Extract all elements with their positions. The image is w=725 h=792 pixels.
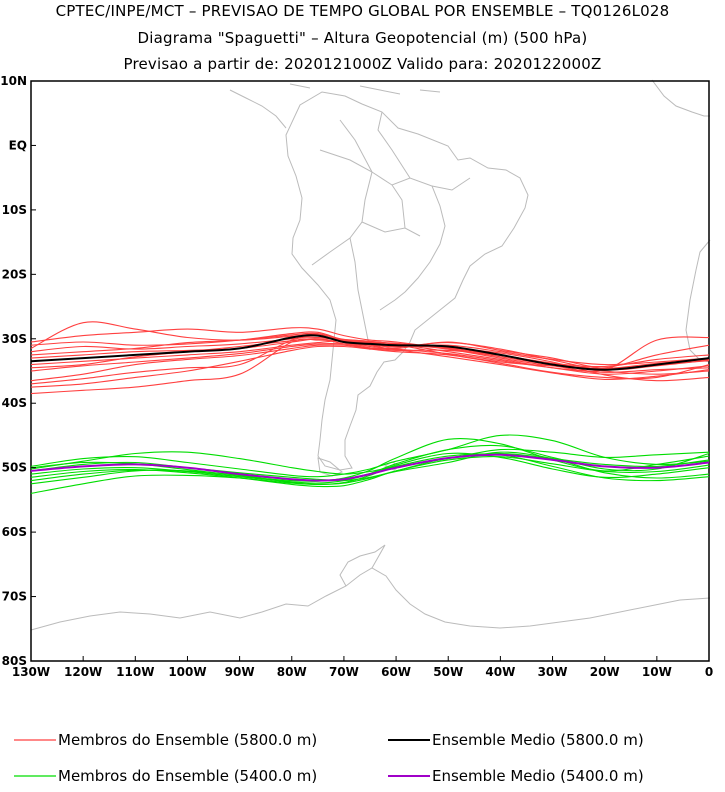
x-tick-label: 90W — [225, 665, 255, 679]
series-member-members-5800-8 — [30, 327, 710, 372]
legend-item-members-5800: Membros do Ensemble (5800.0 m) — [14, 731, 317, 749]
chart-dates: Previsao a partir de: 2020121000Z Valido… — [123, 55, 602, 73]
y-tick-label: EQ — [9, 138, 27, 152]
antarctic-peninsula — [339, 544, 386, 587]
y-tick-label: 40S — [2, 396, 27, 410]
series-member-members-5800-6 — [30, 345, 710, 388]
central-america-coastline — [229, 83, 441, 129]
x-tick-label: 50W — [433, 665, 463, 679]
x-tick-label: 60W — [381, 665, 411, 679]
x-tick-label: 40W — [485, 665, 515, 679]
africa-coastline — [651, 79, 711, 363]
south-america-coastline — [285, 91, 529, 471]
series-member-members-5400-15 — [30, 437, 710, 482]
coastline-map — [30, 79, 711, 631]
series-layer — [30, 321, 710, 494]
antarctica-coastline — [30, 567, 711, 631]
x-tick-label: 20W — [590, 665, 620, 679]
series-mean-5800-13 — [30, 334, 710, 371]
legend-label: Ensemble Medio (5800.0 m) — [432, 731, 644, 749]
y-tick-label: 50S — [2, 461, 27, 475]
legend-item-mean-5800: Ensemble Medio (5800.0 m) — [388, 731, 644, 749]
x-tick-label: 120W — [64, 665, 102, 679]
country-borders — [311, 111, 471, 351]
chart-subtitle: Diagrama "Spaguetti" – Altura Geopotenci… — [137, 29, 588, 47]
x-tick-label: 70W — [329, 665, 359, 679]
chart-title: CPTEC/INPE/MCT – PREVISAO DE TEMPO GLOBA… — [55, 2, 670, 20]
series-member-members-5400-16 — [30, 434, 710, 478]
legend: Membros do Ensemble (5800.0 m) Ensemble M… — [14, 731, 644, 785]
legend-label: Ensemble Medio (5400.0 m) — [432, 767, 644, 785]
y-tick-label: 70S — [2, 590, 27, 604]
series-member-members-5800-4 — [30, 343, 710, 373]
x-tick-label: 0 — [705, 665, 713, 679]
y-tick-label: 10S — [2, 203, 27, 217]
legend-item-mean-5400: Ensemble Medio (5400.0 m) — [388, 767, 644, 785]
series-member-members-5400-18 — [30, 452, 710, 494]
x-tick-label: 30W — [538, 665, 568, 679]
y-tick-label: 20S — [2, 267, 27, 281]
y-tick-label: 80S — [2, 654, 27, 668]
x-tick-label: 110W — [116, 665, 154, 679]
series-mean-5400-23 — [30, 453, 710, 482]
y-tick-label: 60S — [2, 525, 27, 539]
x-tick-label: 80W — [277, 665, 307, 679]
x-tick-label: 130W — [12, 665, 50, 679]
axis-layer: 130W 120W 110W 100W 90W 80W 70W 60W 50W 40W 30W 20W… — [0, 74, 713, 679]
x-tick-label: 10W — [642, 665, 672, 679]
legend-item-members-5400: Membros do Ensemble (5400.0 m) — [14, 767, 317, 785]
y-tick-label: 10N — [0, 74, 27, 88]
y-tick-label: 30S — [2, 332, 27, 346]
x-tick-label: 100W — [168, 665, 206, 679]
legend-label: Membros do Ensemble (5800.0 m) — [58, 731, 317, 749]
series-member-members-5800-1 — [30, 334, 710, 366]
legend-label: Membros do Ensemble (5400.0 m) — [58, 767, 317, 785]
series-member-members-5400-19 — [30, 448, 710, 475]
